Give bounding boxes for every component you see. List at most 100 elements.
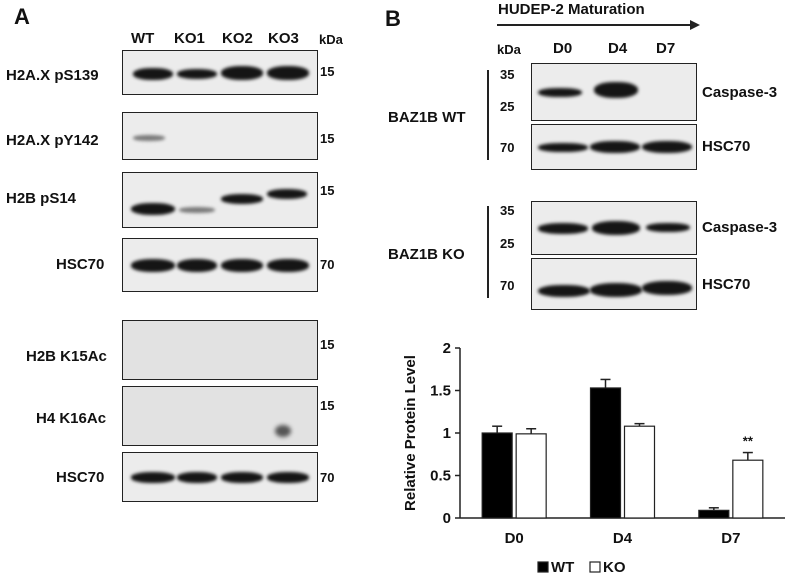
legend-swatch-ko	[589, 561, 601, 573]
blot-artifact	[275, 425, 291, 437]
group-bracket	[487, 206, 489, 298]
blot-label-h4-k16ac: H4 K16Ac	[36, 410, 107, 427]
band	[179, 207, 215, 213]
mw-marker: 25	[500, 99, 515, 114]
y-tick-label: 0.5	[430, 468, 451, 485]
band	[538, 143, 588, 152]
mw-marker: 15	[320, 337, 335, 352]
maturation-arrow	[497, 20, 700, 30]
lane-label-d7: D7	[656, 40, 676, 57]
band	[538, 88, 582, 97]
blot-label-h2b-ps14: H2B pS14	[6, 190, 77, 207]
lane-label-ko2: KO2	[222, 30, 253, 47]
panel-a-kda-label: kDa	[319, 32, 343, 47]
mw-marker: 15	[320, 183, 335, 198]
mw-marker: 70	[500, 140, 515, 155]
y-tick-label: 1	[443, 425, 451, 442]
band	[538, 223, 588, 234]
band	[267, 189, 307, 199]
x-tick-label: D4	[613, 530, 633, 547]
band	[133, 135, 165, 141]
blot-hsc70-wt	[531, 124, 697, 170]
mw-marker: 25	[500, 236, 515, 251]
panel-b-letter: B	[385, 6, 401, 31]
blot-label-h2ax-py142: H2A.X pY142	[6, 132, 99, 149]
blot-hsc70-a2	[122, 452, 318, 502]
mw-marker: 35	[500, 203, 515, 218]
y-axis-label: Relative Protein Level	[402, 355, 419, 511]
band	[646, 223, 690, 232]
band	[131, 472, 175, 483]
y-tick-label: 2	[443, 340, 451, 357]
bar-ko-d0	[515, 433, 547, 519]
blot-caspase3-ko	[531, 201, 697, 255]
band	[221, 66, 263, 80]
bar-ko-d7	[732, 459, 764, 519]
maturation-title: HUDEP-2 Maturation	[498, 1, 645, 18]
panel-b-kda-label: kDa	[497, 42, 521, 57]
panel-a-letter: A	[14, 4, 30, 29]
blot-label-hsc70-a1: HSC70	[56, 256, 105, 273]
blot-h2b-ps14	[122, 172, 318, 228]
bar-wt-d0	[481, 432, 513, 519]
lane-label-d4: D4	[608, 40, 628, 57]
mw-marker: 70	[500, 278, 515, 293]
band	[594, 82, 638, 98]
band	[267, 472, 309, 483]
bar-wt-d7	[698, 509, 730, 519]
blot-label-caspase3-wt: Caspase-3	[702, 84, 778, 101]
lane-label-d0: D0	[553, 40, 573, 57]
legend-label-wt: WT	[551, 559, 574, 576]
mw-marker: 15	[320, 398, 335, 413]
band	[590, 141, 640, 153]
mw-marker: 35	[500, 67, 515, 82]
mw-marker: 15	[320, 64, 335, 79]
band	[221, 472, 263, 483]
blot-label-hsc70-ko: HSC70	[702, 276, 751, 293]
band	[642, 281, 692, 295]
band	[590, 283, 642, 297]
band	[642, 141, 692, 153]
group-label-baz1b-wt: BAZ1B WT	[388, 109, 466, 126]
lane-label-ko1: KO1	[174, 30, 205, 47]
blot-caspase3-wt	[531, 63, 697, 121]
lane-label-ko3: KO3	[268, 30, 299, 47]
mw-marker: 70	[320, 470, 335, 485]
lane-label-wt: WT	[131, 30, 155, 47]
blot-hsc70-a1	[122, 238, 318, 292]
significance-annotation: **	[743, 434, 754, 449]
blot-label-hsc70-wt: HSC70	[702, 138, 751, 155]
legend-label-ko: KO	[603, 559, 626, 576]
group-label-baz1b-ko: BAZ1B KO	[388, 246, 465, 263]
legend-swatch-wt	[537, 561, 549, 573]
x-tick-label: D0	[505, 530, 524, 547]
band	[267, 66, 309, 80]
mw-marker: 70	[320, 257, 335, 272]
band	[221, 194, 263, 204]
band	[592, 221, 640, 235]
blot-label-hsc70-a2: HSC70	[56, 469, 105, 486]
group-bracket	[487, 70, 489, 160]
blot-label-h2b-k15ac: H2B K15Ac	[26, 348, 107, 365]
band	[221, 259, 263, 272]
band	[131, 203, 175, 215]
blot-hsc70-ko	[531, 258, 697, 310]
relative-protein-chart: 0 0.5 1 1.5 2 Relative Protein Level D0 D4 D7 ** W…	[402, 340, 785, 576]
blot-label-caspase3-ko: Caspase-3	[702, 219, 778, 236]
x-tick-label: D7	[721, 530, 740, 547]
band	[177, 259, 217, 272]
bar-wt-d4	[589, 387, 622, 519]
bar-ko-d4	[623, 425, 656, 519]
blot-h4-k16ac	[122, 386, 318, 446]
blot-h2ax-py142	[122, 112, 318, 160]
band	[267, 259, 309, 272]
mw-marker: 15	[320, 131, 335, 146]
y-tick-label: 1.5	[430, 383, 451, 400]
band	[177, 69, 217, 79]
blot-h2b-k15ac	[122, 320, 318, 380]
blot-label-h2ax-ps139: H2A.X pS139	[6, 67, 99, 84]
y-tick-label: 0	[443, 510, 451, 527]
band	[131, 259, 175, 272]
band	[177, 472, 217, 483]
band	[133, 68, 173, 80]
